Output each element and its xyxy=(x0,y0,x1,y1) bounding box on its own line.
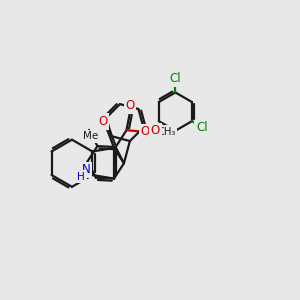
Text: O: O xyxy=(98,115,108,128)
Text: H: H xyxy=(77,172,85,182)
Text: Cl: Cl xyxy=(169,72,181,85)
Text: N: N xyxy=(82,163,90,176)
Text: O: O xyxy=(140,125,150,138)
Text: O: O xyxy=(125,99,135,112)
Text: Me: Me xyxy=(83,131,98,141)
Text: O: O xyxy=(151,124,160,137)
Text: CH₃: CH₃ xyxy=(157,127,176,137)
Text: Cl: Cl xyxy=(196,121,208,134)
